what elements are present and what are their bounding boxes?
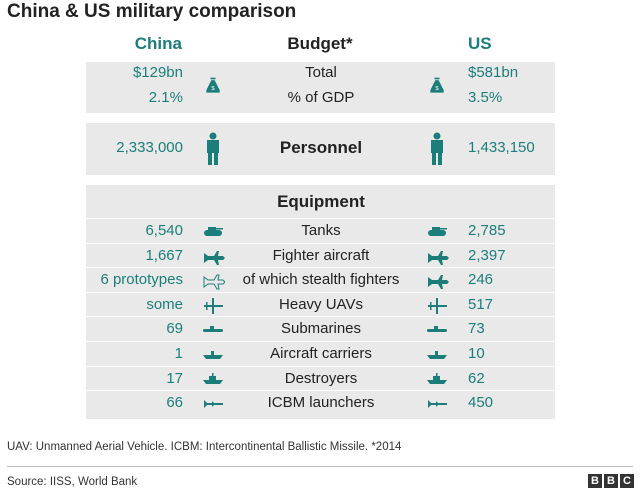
china-value: 2.1% [148, 89, 183, 106]
row-label: % of GDP [287, 89, 355, 106]
china-value: 6,540 [145, 222, 183, 239]
row-divider [86, 365, 555, 367]
equipment-row-heavy-uavs: some Heavy UAVs 517 [86, 291, 555, 317]
china-value: 1,667 [145, 246, 183, 264]
missile-icon [425, 393, 449, 413]
column-china: China [134, 34, 182, 53]
tank-icon [425, 221, 449, 241]
submarine-icon [201, 319, 225, 339]
us-value: 2,785 [468, 222, 506, 239]
budget-heading: Budget* [287, 34, 353, 53]
row-label: Aircraft carriers [270, 345, 372, 362]
china-value: 17 [166, 369, 183, 387]
soldier-icon [425, 132, 449, 166]
us-value: $581bn [468, 64, 519, 81]
china-value: 1 [174, 345, 183, 362]
budget-row-total: $129bn Total $581bn [86, 64, 555, 88]
uav-icon [425, 295, 449, 315]
row-label: Tanks [301, 222, 341, 239]
row-divider [86, 390, 555, 392]
row-divider [86, 267, 555, 269]
footnote: UAV: Unmanned Aerial Vehicle. ICBM: Inte… [7, 441, 402, 453]
row-divider [86, 218, 555, 219]
us-value: 450 [468, 394, 494, 412]
row-label: Heavy UAVs [279, 295, 363, 313]
row-label: Destroyers [284, 369, 358, 387]
uav-icon [201, 295, 225, 315]
submarine-icon [425, 319, 449, 339]
china-value: 66 [166, 394, 183, 412]
fighter-icon [201, 246, 225, 266]
equipment-row-icbm-launchers: 66 ICBM launchers 450 [86, 390, 555, 415]
carrier-icon [201, 344, 225, 364]
row-divider [86, 242, 555, 244]
money-bag-icon: $ [425, 76, 449, 96]
personnel-label: Personnel [279, 138, 363, 157]
missile-icon [201, 393, 225, 413]
footer-divider [7, 466, 633, 467]
budget-row-gdp: 2.1% % of GDP 3.5% [86, 89, 555, 113]
china-personnel: 2,333,000 [116, 139, 183, 156]
equipment-row-of-which-stealth-fighters: 6 prototypes of which stealth fighters 2… [86, 267, 555, 292]
us-value: 10 [468, 345, 485, 362]
personnel-panel: 2,333,000 Personnel 1,433,150 [86, 123, 555, 175]
soldier-icon [201, 132, 225, 166]
row-label: Total [305, 64, 337, 81]
row-divider [86, 316, 555, 318]
carrier-icon [425, 344, 449, 364]
row-label: Submarines [280, 320, 362, 338]
equipment-row-aircraft-carriers: 1 Aircraft carriers 10 [86, 341, 555, 366]
us-value: 2,397 [468, 246, 506, 264]
us-value: 517 [468, 295, 494, 313]
svg-text:$: $ [435, 86, 439, 92]
us-value: 3.5% [468, 89, 503, 106]
row-divider [86, 291, 555, 293]
equipment-row-tanks: 6,540 Tanks 2,785 [86, 218, 555, 243]
money-bag-icon: $ [201, 76, 225, 96]
china-value: 69 [166, 320, 183, 338]
page-title: China & US military comparison [7, 1, 297, 22]
tank-icon [201, 221, 225, 241]
fighter-icon [425, 270, 449, 290]
us-personnel: 1,433,150 [468, 139, 535, 156]
china-value: some [146, 295, 183, 313]
row-label: Fighter aircraft [272, 246, 370, 264]
us-value: 73 [468, 320, 485, 338]
fighter-icon [425, 246, 449, 266]
equipment-row-destroyers: 17 Destroyers 62 [86, 365, 555, 391]
equipment-heading: Equipment [277, 192, 365, 211]
equipment-row-fighter-aircraft: 1,667 Fighter aircraft 2,397 [86, 242, 555, 268]
equipment-panel: Equipment 6,540 Tanks 2,785 1,667 Fighte… [86, 185, 555, 419]
source: Source: IISS, World Bank [7, 476, 138, 488]
us-value: 246 [468, 271, 494, 289]
destroyer-icon [201, 369, 225, 389]
row-label: ICBM launchers [267, 394, 375, 412]
us-value: 62 [468, 369, 485, 387]
china-value: $129bn [132, 64, 183, 81]
budget-panel: $129bn Total $581bn 2.1% % of GDP 3.5% $… [86, 62, 555, 113]
svg-text:$: $ [211, 86, 215, 92]
row-divider [86, 341, 555, 342]
destroyer-icon [425, 369, 449, 389]
row-label: of which stealth fighters [242, 271, 400, 289]
column-us: US [468, 34, 492, 53]
stealth-icon [201, 270, 225, 290]
china-value: 6 prototypes [100, 271, 183, 289]
equipment-row-submarines: 69 Submarines 73 [86, 316, 555, 341]
